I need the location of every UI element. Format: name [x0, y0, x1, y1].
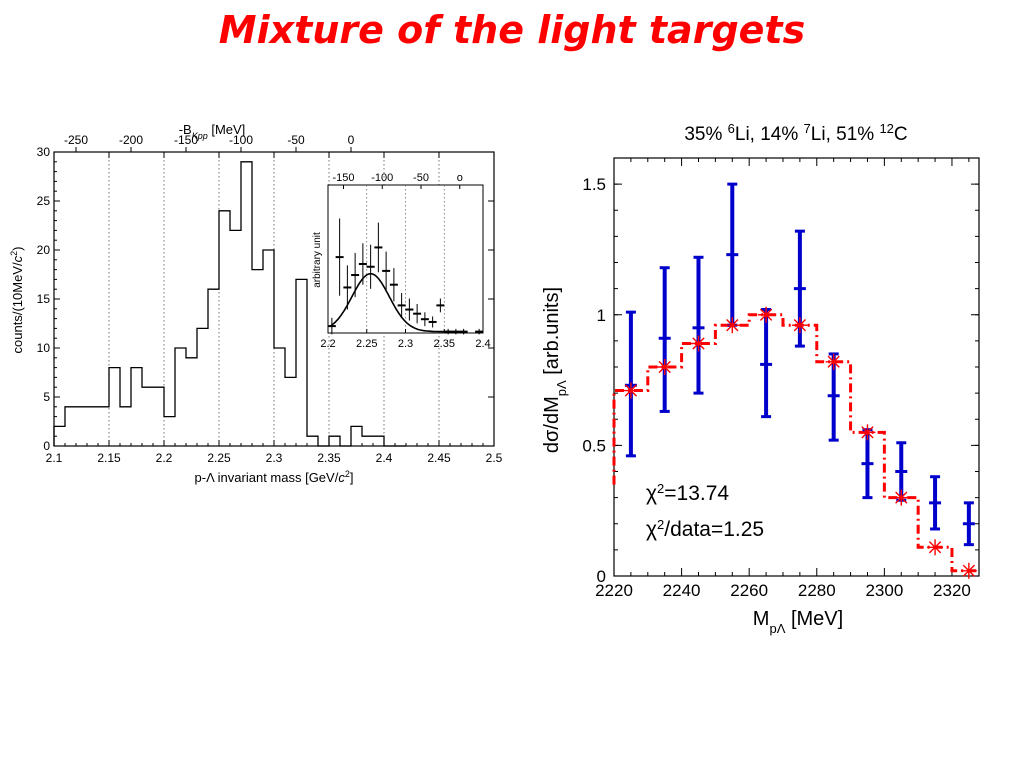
x-tick-label: 2220 [595, 581, 633, 600]
asterisk-stroke [962, 564, 976, 577]
y-tick-label: 0 [597, 567, 606, 586]
x-tick-label: 2.5 [486, 451, 503, 465]
cross-section-chart: 35% 6Li, 14% 7Li, 51% 12C 00.511.5 2220 2… [541, 121, 980, 636]
inset-top-tick-label: o [457, 172, 463, 184]
model-point [927, 539, 944, 556]
model-step-line [612, 313, 979, 573]
x-tick-label: 2320 [933, 581, 971, 600]
model-point [893, 489, 910, 506]
y-tick-label: 1 [597, 306, 606, 325]
y-axis-ticks: 0 0.5 1 1.5 [582, 175, 979, 586]
chi2-per-data-annotation: χ2/data=1.25 [646, 517, 764, 542]
x-tick-label: 2.15 [97, 451, 121, 465]
inset-top-ticks: -150 -100 -50 o [332, 172, 463, 189]
top-tick-label: -250 [64, 133, 88, 147]
asterisk-stroke [928, 541, 942, 554]
histogram-bars [53, 161, 406, 447]
inset-x-tick-label: 2.25 [356, 338, 377, 350]
inset-x-tick-label: 2.3 [398, 338, 413, 350]
y-tick-label: 30 [37, 145, 51, 159]
y-tick-label: 15 [37, 292, 51, 306]
x-tick-label: 2.45 [427, 451, 451, 465]
histogram-chart: 2.1 2.15 2.2 2.25 2.3 2.35 2.4 2.45 2.5 0 5 10 15 20… [9, 122, 503, 485]
asterisk-stroke [895, 491, 908, 504]
x-tick-label: 2240 [663, 581, 701, 600]
y-tick-label: 0 [43, 439, 50, 453]
y-tick-label: 1.5 [582, 175, 606, 194]
inset-top-tick-label: -50 [413, 172, 429, 184]
x-axis-label: MpΛ [MeV] [753, 608, 843, 636]
y-tick-label: 5 [43, 390, 50, 404]
top-tick-label: -50 [287, 133, 305, 147]
model-point [859, 424, 876, 441]
y-tick-label: 20 [37, 243, 51, 257]
asterisk-stroke [624, 384, 638, 397]
inset-x-tick-label: 2.2 [320, 338, 335, 350]
x-tick-label: 2280 [798, 581, 836, 600]
model-point [825, 353, 842, 370]
x-axis-label: p-Λ invariant mass [GeV/c2] [195, 469, 354, 485]
inset-x-tick-label: 2.35 [434, 338, 455, 350]
model-point [791, 317, 808, 334]
x-tick-label: 2.2 [156, 451, 173, 465]
x-tick-label: 2300 [865, 581, 903, 600]
top-tick-label: -100 [229, 133, 253, 147]
inset-data-points [327, 218, 484, 335]
chart-title: 35% 6Li, 14% 7Li, 51% 12C [684, 121, 907, 146]
histogram-outline [53, 161, 406, 447]
y-axis-label: counts/(10MeV/c2) [9, 247, 25, 354]
asterisk-stroke [692, 337, 705, 350]
y-axis-label: dσ/dMpΛ [arb.units] [541, 287, 569, 453]
inset-x-tick-label: 2.4 [475, 338, 490, 350]
inset-y-label: arbitrary unit [312, 232, 323, 288]
y-tick-label: 0.5 [582, 436, 606, 455]
inset-chart: 2.2 2.25 2.3 2.35 2.4 -150 -100 -50 o arbitrary… [312, 172, 491, 350]
top-tick-label: -200 [119, 133, 143, 147]
inset-fit-curve [329, 272, 452, 333]
model-point [656, 359, 673, 375]
x-tick-label: 2.35 [317, 451, 341, 465]
x-tick-label: 2260 [730, 581, 768, 600]
asterisk-stroke [827, 355, 840, 368]
model-point [960, 562, 977, 579]
y-tick-label: 10 [37, 341, 51, 355]
model-point [758, 306, 775, 323]
inset-x-ticks: 2.2 2.25 2.3 2.35 2.4 [320, 329, 491, 350]
y-axis-ticks: 0 5 10 15 20 25 30 [37, 145, 494, 453]
model-point [622, 382, 639, 399]
asterisk-stroke [759, 308, 773, 321]
chi2-annotation: χ2=13.74 [646, 481, 729, 506]
asterisk-stroke [861, 426, 874, 439]
model-point [690, 335, 707, 352]
asterisk-stroke [726, 319, 739, 332]
x-axis-ticks: 2220 2240 2260 2280 2300 2320 [595, 158, 971, 600]
inset-frame [327, 184, 484, 334]
x-axis-ticks: 2.1 2.15 2.2 2.25 2.3 2.35 2.4 2.45 2.5 [46, 152, 503, 465]
x-tick-label: 2.1 [46, 451, 63, 465]
x-tick-label: 2.4 [376, 451, 393, 465]
top-axis-ticks: -250 -200 -150 -100 -50 0 [64, 133, 355, 152]
model-step-path [612, 313, 979, 573]
top-tick-label: 0 [348, 133, 355, 147]
top-tick-label: -150 [174, 133, 198, 147]
y-tick-label: 25 [37, 194, 51, 208]
asterisk-stroke [793, 319, 807, 332]
inset-top-tick-label: -150 [332, 172, 354, 184]
x-tick-label: 2.3 [266, 451, 283, 465]
inset-top-tick-label: -100 [371, 172, 393, 184]
data-error-bars [624, 182, 975, 547]
x-tick-label: 2.25 [207, 451, 231, 465]
model-asterisks [622, 306, 977, 579]
inset-grid-lines [366, 185, 445, 333]
slide-title: Mixture of the light targets [218, 8, 806, 52]
model-point [724, 317, 741, 334]
asterisk-stroke [658, 360, 671, 374]
